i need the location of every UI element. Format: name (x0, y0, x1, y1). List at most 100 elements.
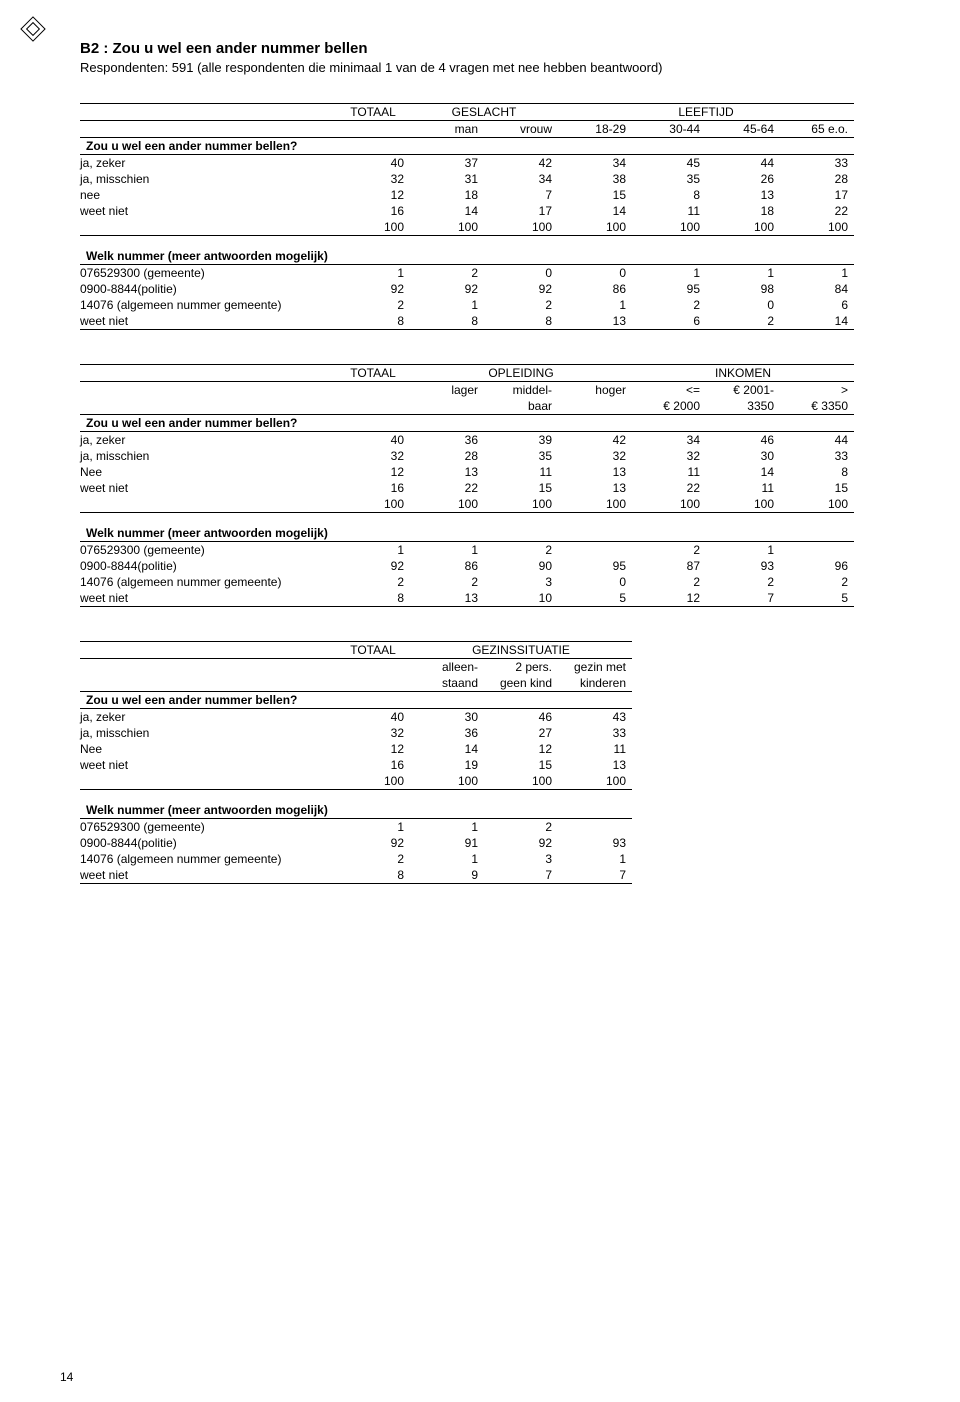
row-label: 0900-8844(politie) (80, 835, 336, 851)
data-cell: 11 (632, 203, 706, 219)
data-cell: 92 (336, 835, 410, 851)
data-cell: 95 (558, 558, 632, 574)
data-cell: 96 (780, 558, 854, 574)
row-label: nee (80, 187, 336, 203)
data-cell: 93 (558, 835, 632, 851)
data-cell: 3 (484, 851, 558, 867)
data-cell: 12 (484, 741, 558, 757)
data-cell: 2 (706, 313, 780, 330)
data-cell: 44 (706, 154, 780, 171)
table-geslacht-leeftijd: TOTAAL GESLACHT LEEFTIJD man vrouw 18-29… (80, 103, 854, 330)
data-cell: 8 (780, 464, 854, 480)
data-cell: 33 (558, 725, 632, 741)
section-heading: Welk nummer (meer antwoorden mogelijk) (80, 525, 854, 542)
data-cell: 37 (410, 154, 484, 171)
data-cell: 12 (632, 590, 706, 607)
data-cell: 1 (336, 818, 410, 835)
data-cell: 1 (410, 541, 484, 558)
data-cell: 1 (706, 541, 780, 558)
data-cell: 100 (558, 496, 632, 513)
data-cell: 13 (706, 187, 780, 203)
table-row: Nee1213111311148 (80, 464, 854, 480)
data-cell: 12 (336, 464, 410, 480)
col-header: baar (484, 398, 558, 415)
data-cell: 40 (336, 708, 410, 725)
col-header: kinderen (558, 675, 632, 692)
data-cell: 11 (484, 464, 558, 480)
data-cell: 36 (410, 431, 484, 448)
data-cell: 100 (558, 773, 632, 790)
row-label: weet niet (80, 590, 336, 607)
data-cell: 13 (410, 590, 484, 607)
data-cell: 1 (410, 818, 484, 835)
col-header: lager (410, 381, 484, 398)
data-cell: 27 (484, 725, 558, 741)
row-label: weet niet (80, 313, 336, 330)
table-row: ja, zeker40304643 (80, 708, 632, 725)
data-cell: 100 (484, 496, 558, 513)
data-cell: 34 (484, 171, 558, 187)
data-cell: 22 (780, 203, 854, 219)
table-row: 076529300 (gemeente)11221 (80, 541, 854, 558)
col-header (336, 120, 410, 137)
data-cell: 35 (632, 171, 706, 187)
col-header: geen kind (484, 675, 558, 692)
row-label: 14076 (algemeen nummer gemeente) (80, 851, 336, 867)
col-header: 45-64 (706, 120, 780, 137)
data-cell: 10 (484, 590, 558, 607)
data-cell: 36 (410, 725, 484, 741)
data-cell: 6 (780, 297, 854, 313)
data-cell: 42 (558, 431, 632, 448)
data-cell (780, 541, 854, 558)
col-header (336, 675, 410, 692)
table-row: weet niet8131051275 (80, 590, 854, 607)
row-label: 076529300 (gemeente) (80, 541, 336, 558)
data-cell: 2 (410, 264, 484, 281)
row-label (80, 219, 336, 236)
data-cell: 92 (410, 281, 484, 297)
page-marker-icon (20, 16, 45, 41)
data-cell: 1 (558, 851, 632, 867)
data-cell: 8 (336, 313, 410, 330)
data-cell: 11 (558, 741, 632, 757)
data-cell: 2 (484, 818, 558, 835)
data-cell: 100 (336, 773, 410, 790)
table-row: ja, zeker40363942344644 (80, 431, 854, 448)
col-header (410, 398, 484, 415)
data-cell: 32 (558, 448, 632, 464)
col-header: > (780, 381, 854, 398)
col-header: staand (410, 675, 484, 692)
data-cell: 15 (484, 480, 558, 496)
table-row: 14076 (algemeen nummer gemeente)2121206 (80, 297, 854, 313)
data-cell: 2 (410, 574, 484, 590)
data-cell: 14 (706, 464, 780, 480)
col-group: TOTAAL (336, 103, 410, 120)
table-row: 0900-8844(politie)92869095879396 (80, 558, 854, 574)
data-cell: 8 (336, 590, 410, 607)
data-cell: 17 (780, 187, 854, 203)
row-label: Nee (80, 464, 336, 480)
table-row: weet niet16221513221115 (80, 480, 854, 496)
col-group: GEZINSSITUATIE (410, 641, 632, 658)
row-label: ja, zeker (80, 431, 336, 448)
data-cell: 35 (484, 448, 558, 464)
data-cell: 2 (484, 297, 558, 313)
data-cell: 14 (558, 203, 632, 219)
data-cell: 14 (780, 313, 854, 330)
col-header: 2 pers. (484, 658, 558, 675)
col-header: € 2000 (632, 398, 706, 415)
data-cell: 19 (410, 757, 484, 773)
row-label: 076529300 (gemeente) (80, 264, 336, 281)
data-cell: 1 (706, 264, 780, 281)
row-label: ja, zeker (80, 154, 336, 171)
data-cell: 30 (410, 708, 484, 725)
data-cell: 46 (706, 431, 780, 448)
section-heading: Zou u wel een ander nummer bellen? (80, 137, 854, 154)
data-cell: 32 (336, 725, 410, 741)
data-cell: 100 (558, 219, 632, 236)
table-row: ja, misschien32362733 (80, 725, 632, 741)
data-cell: 92 (336, 281, 410, 297)
data-cell: 15 (780, 480, 854, 496)
data-cell: 14 (410, 203, 484, 219)
data-cell: 100 (632, 496, 706, 513)
